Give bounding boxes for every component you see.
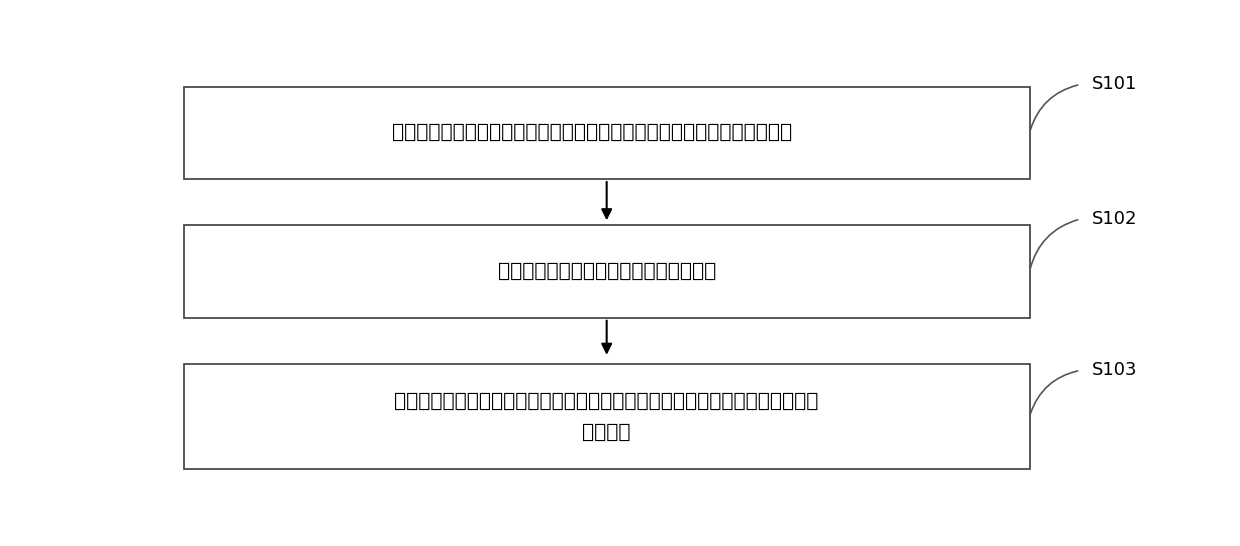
- Bar: [184, 225, 1029, 318]
- FancyArrowPatch shape: [1030, 371, 1078, 414]
- Text: 响应机器人的动作优化请求，根据关键帧插值法对机器人初始动作进行构建: 响应机器人的动作优化请求，根据关键帧插值法对机器人初始动作进行构建: [392, 123, 792, 143]
- Bar: [184, 364, 1029, 469]
- FancyArrowPatch shape: [1030, 219, 1078, 269]
- FancyArrowPatch shape: [1030, 85, 1078, 130]
- Text: 根据所述机器人初始动作，构建评价函数: 根据所述机器人初始动作，构建评价函数: [497, 262, 715, 281]
- Bar: [184, 86, 1029, 179]
- Text: S101: S101: [1092, 75, 1137, 93]
- Text: S102: S102: [1092, 210, 1137, 228]
- Text: 根据所述评价函数，通过协方差矩阵自适应进化策略算法对所述机器人初始动作
进行优化: 根据所述评价函数，通过协方差矩阵自适应进化策略算法对所述机器人初始动作 进行优化: [394, 391, 818, 442]
- Text: S103: S103: [1092, 361, 1137, 379]
